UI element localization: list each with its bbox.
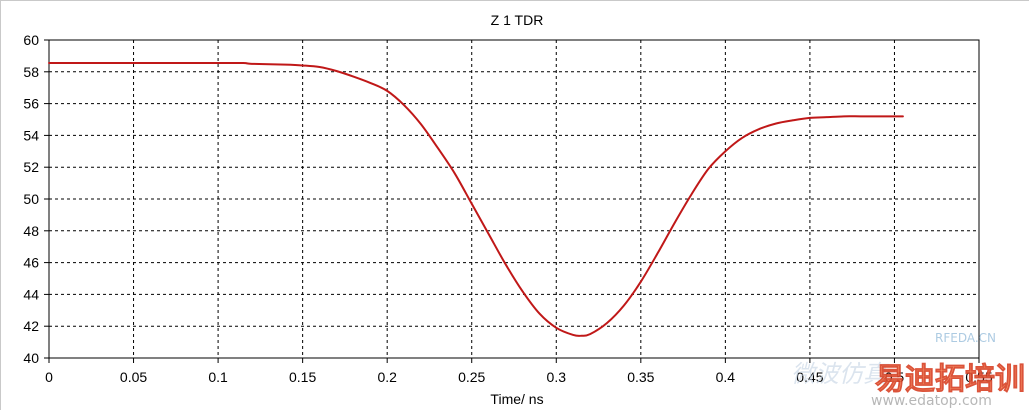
y-tick-label: 48: [23, 223, 39, 239]
x-tick-label: 0.55: [965, 369, 992, 385]
x-tick-label: 0.25: [458, 369, 485, 385]
watermark-brand: RFEDA.CN: [935, 331, 996, 345]
y-tick-label: 42: [23, 318, 39, 334]
x-tick-label: 0: [45, 369, 53, 385]
grid-lines: [49, 40, 979, 358]
y-axis-ticks: 40 42 44 46 48 50 52 54 56 58 60: [23, 32, 49, 366]
y-tick-label: 40: [23, 350, 39, 366]
y-tick-label: 54: [23, 127, 39, 143]
y-tick-label: 50: [23, 191, 39, 207]
y-tick-label: 58: [23, 64, 39, 80]
watermark-url: www.edatop.com: [871, 393, 992, 409]
y-tick-label: 52: [23, 159, 39, 175]
y-tick-label: 46: [23, 255, 39, 271]
x-axis-label: Time/ ns: [490, 391, 543, 407]
x-tick-label: 0.05: [120, 369, 147, 385]
x-tick-label: 0.5: [885, 369, 905, 385]
watermark-faint-cn: 微波仿真: [791, 360, 890, 388]
series-layer: [48, 61, 904, 337]
x-tick-label: 0.4: [716, 369, 736, 385]
watermark: 微波仿真 RFEDA.CN 易迪拓培训 www.edatop.com: [791, 331, 1025, 409]
x-tick-label: 0.45: [796, 369, 823, 385]
x-tick-label: 0.2: [377, 369, 397, 385]
x-tick-label: 0.1: [208, 369, 228, 385]
x-tick-label: 0.35: [627, 369, 654, 385]
x-tick-label: 0.3: [547, 369, 567, 385]
x-tick-label: 0.15: [289, 369, 316, 385]
x-axis-ticks: 0 0.05 0.1 0.15 0.2 0.25 0.3 0.35 0.4 0.45 0.5 0.55: [45, 358, 993, 385]
y-tick-label: 44: [23, 286, 39, 302]
watermark-brand-cn: 易迪拓培训: [875, 362, 1025, 397]
y-tick-label: 56: [23, 96, 39, 112]
y-tick-label: 60: [23, 32, 39, 48]
chart-title: Z 1 TDR: [491, 12, 544, 28]
series-line: [48, 61, 904, 337]
